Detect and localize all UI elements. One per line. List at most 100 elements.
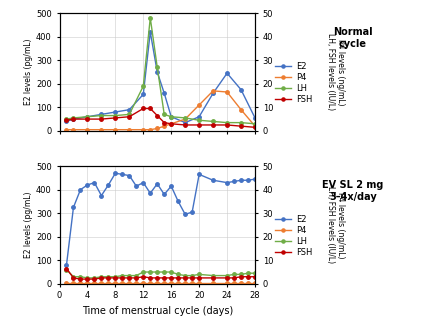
E2 <box>120 172 125 176</box>
E2 <box>162 192 167 196</box>
FSH <box>197 276 202 280</box>
P4 <box>169 280 174 284</box>
Line: LH: LH <box>65 268 257 280</box>
E2 <box>155 70 160 74</box>
E2 <box>127 174 132 178</box>
LH <box>232 272 237 276</box>
P4 <box>162 124 167 128</box>
LH <box>224 121 230 125</box>
LH <box>238 272 244 276</box>
P4 <box>64 128 69 132</box>
P4 <box>127 280 132 284</box>
E2 <box>92 181 97 184</box>
LH <box>190 274 195 278</box>
LH <box>127 274 132 278</box>
P4 <box>113 128 118 132</box>
P4 <box>141 128 146 132</box>
Text: Normal
cycle: Normal cycle <box>333 27 373 49</box>
LH <box>197 118 202 122</box>
FSH <box>238 124 244 128</box>
Y-axis label: P4 levels (ng/mL)
LH, FSH levels (IU/L): P4 levels (ng/mL) LH, FSH levels (IU/L) <box>326 33 346 111</box>
E2 <box>210 91 215 95</box>
E2 <box>169 115 174 119</box>
LH <box>99 275 104 279</box>
E2 <box>238 88 244 92</box>
P4 <box>155 280 160 284</box>
LH <box>148 270 153 274</box>
E2 <box>238 178 244 182</box>
FSH <box>99 276 104 280</box>
LH <box>106 275 111 279</box>
Text: EV SL 2 mg
3–4x/day: EV SL 2 mg 3–4x/day <box>322 180 383 202</box>
FSH <box>224 123 230 127</box>
LH <box>252 271 258 275</box>
P4 <box>197 280 202 284</box>
FSH <box>155 276 160 280</box>
E2 <box>78 188 83 192</box>
E2 <box>197 115 202 119</box>
FSH <box>120 276 125 280</box>
LH <box>141 270 146 274</box>
LH <box>64 268 69 272</box>
E2 <box>71 117 76 121</box>
Line: P4: P4 <box>65 89 257 131</box>
E2 <box>176 199 181 203</box>
LH <box>99 114 104 117</box>
FSH <box>252 275 258 279</box>
P4 <box>148 128 153 132</box>
E2 <box>224 181 230 184</box>
E2 <box>210 178 215 182</box>
P4 <box>224 90 230 94</box>
FSH <box>148 107 153 111</box>
Line: FSH: FSH <box>65 267 257 281</box>
E2 <box>141 92 146 96</box>
E2 <box>232 180 237 183</box>
E2 <box>71 205 76 209</box>
E2 <box>106 183 111 187</box>
Legend: E2, P4, LH, FSH: E2, P4, LH, FSH <box>275 62 312 104</box>
FSH <box>183 123 188 127</box>
LH <box>210 274 215 278</box>
FSH <box>99 117 104 121</box>
E2 <box>224 71 230 75</box>
E2 <box>85 115 90 119</box>
FSH <box>148 276 153 280</box>
P4 <box>148 280 153 284</box>
FSH <box>162 276 167 280</box>
LH <box>183 116 188 120</box>
FSH <box>210 123 215 127</box>
FSH <box>183 276 188 280</box>
LH <box>176 272 181 276</box>
P4 <box>232 280 237 284</box>
LH <box>127 113 132 116</box>
P4 <box>127 128 132 132</box>
FSH <box>71 276 76 280</box>
LH <box>71 116 76 120</box>
E2 <box>252 116 258 120</box>
FSH <box>224 276 230 280</box>
LH <box>197 272 202 276</box>
P4 <box>141 280 146 284</box>
LH <box>113 275 118 279</box>
E2 <box>197 172 202 176</box>
LH <box>78 275 83 279</box>
E2 <box>183 213 188 216</box>
P4 <box>85 280 90 284</box>
E2 <box>64 263 69 267</box>
P4 <box>113 280 118 284</box>
P4 <box>106 280 111 284</box>
E2 <box>148 30 153 34</box>
E2 <box>64 119 69 123</box>
P4 <box>92 280 97 284</box>
P4 <box>252 280 258 284</box>
Line: E2: E2 <box>65 30 257 124</box>
FSH <box>78 277 83 281</box>
LH <box>169 270 174 274</box>
LH <box>210 119 215 123</box>
P4 <box>169 122 174 126</box>
P4 <box>99 280 104 284</box>
FSH <box>190 276 195 280</box>
Y-axis label: P4 levels (ng/mL)
LH, FSH levels (IU/L): P4 levels (ng/mL) LH, FSH levels (IU/L) <box>326 186 346 264</box>
LH <box>134 274 139 278</box>
LH <box>141 84 146 88</box>
